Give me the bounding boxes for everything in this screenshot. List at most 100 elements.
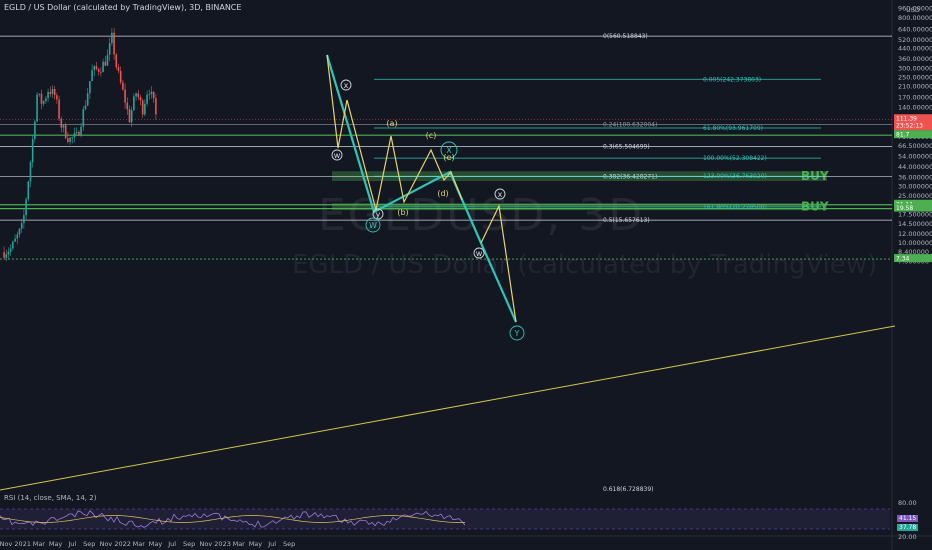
y-tick-label-14: 66.500000 bbox=[898, 142, 932, 150]
candle-body bbox=[117, 67, 120, 72]
candle-body bbox=[80, 126, 82, 136]
x-tick-label-3: May bbox=[49, 540, 63, 548]
rsi-scale-high: 80.00 bbox=[898, 499, 917, 507]
candle-body bbox=[45, 98, 47, 102]
y-tick-label-0: 960.000000 bbox=[898, 4, 932, 12]
x-tick-label-12: Nov bbox=[200, 540, 213, 548]
wave-label-10: x bbox=[498, 190, 503, 199]
price-tag-label-4: 7.34 bbox=[896, 256, 910, 263]
wave-label-circle-0 bbox=[340, 79, 352, 91]
y-tick-label-4: 440.000000 bbox=[898, 45, 932, 53]
y-tick-label-8: 210.000000 bbox=[898, 83, 932, 91]
wave-label-circle-12 bbox=[509, 325, 525, 341]
candle-body bbox=[49, 91, 52, 95]
candle-body bbox=[130, 110, 133, 123]
x-tick-label-8: Mar bbox=[133, 540, 146, 548]
candle-body bbox=[75, 131, 78, 134]
wave-label-circle-8 bbox=[372, 208, 384, 220]
candle-body bbox=[16, 234, 19, 239]
candle-body bbox=[73, 133, 76, 138]
wave-labels: x w (a) (c) X(e) (b) (d) yWx w Y bbox=[331, 79, 525, 341]
y-tick-label-21: 17.500000 bbox=[898, 210, 932, 218]
chart-title: EGLD / US Dollar (calculated by TradingV… bbox=[4, 3, 242, 12]
candle-body bbox=[124, 89, 126, 103]
y-tick-label-17: 36.000000 bbox=[898, 173, 932, 181]
x-tick-label-14: Mar bbox=[233, 540, 246, 548]
rsi-value-b: 37.78 bbox=[897, 524, 919, 531]
candle-body bbox=[95, 66, 98, 70]
candle-body bbox=[111, 32, 113, 44]
candle-body bbox=[42, 101, 45, 104]
price-tag-label-1: 81.7 bbox=[896, 132, 910, 139]
wave-label-8: y bbox=[376, 210, 381, 219]
candle-body bbox=[104, 61, 107, 66]
x-tick-label-1: 2021 bbox=[14, 540, 31, 548]
y-tick-label-2: 640.000000 bbox=[898, 25, 932, 33]
y-tick-label-18: 30.000000 bbox=[898, 183, 932, 191]
rsi-pane bbox=[0, 507, 890, 532]
rsi-scale-low: 20.00 bbox=[898, 533, 917, 541]
price-tag-4 bbox=[894, 254, 932, 263]
price-tag-label-0: 111.39 bbox=[896, 116, 917, 123]
x-tick-label-6: Nov bbox=[100, 540, 113, 548]
y-tick-label-15: 54.000000 bbox=[898, 152, 932, 160]
fib-label-5: 100.00%(52.308422) bbox=[703, 155, 767, 162]
wave-label-circle-10 bbox=[494, 188, 506, 200]
x-tick-label-11: Sep bbox=[183, 540, 195, 548]
wave-label-7: (d) bbox=[437, 189, 448, 198]
candle-body bbox=[56, 95, 58, 100]
candle-body bbox=[12, 241, 14, 249]
y-tick-label-6: 300.000000 bbox=[898, 64, 932, 72]
candle-body bbox=[69, 137, 71, 142]
wave-label-2: (a) bbox=[386, 119, 397, 128]
candle-body bbox=[155, 98, 157, 115]
wave-label-circle-4 bbox=[440, 141, 458, 159]
wave-label-9: W bbox=[369, 221, 377, 230]
candle-body bbox=[14, 238, 16, 242]
wave-label-5: (e) bbox=[443, 153, 454, 162]
fib-label-2: 0.24(100.632004) bbox=[603, 121, 657, 128]
candle-body bbox=[82, 109, 85, 127]
wave-label-circle-1 bbox=[331, 149, 343, 161]
y-tick-label-5: 360.000000 bbox=[898, 55, 932, 63]
candle-body bbox=[84, 105, 87, 110]
candle-body bbox=[137, 93, 140, 97]
x-tick-label-0: Nov bbox=[0, 540, 12, 548]
y-tick-label-7: 250.000000 bbox=[898, 74, 932, 82]
watermark-description: EGLD / US Dollar (calculated by TradingV… bbox=[292, 250, 878, 280]
candle-body bbox=[67, 138, 69, 142]
price-tag-label-3: 19.58 bbox=[896, 205, 913, 212]
elliott-waves bbox=[325, 54, 518, 323]
wave-label-6: (b) bbox=[397, 208, 408, 217]
candle-body bbox=[51, 89, 54, 95]
candles bbox=[3, 28, 157, 262]
candle-body bbox=[152, 91, 155, 99]
wave-label-1: w bbox=[334, 151, 341, 160]
candle-body bbox=[128, 109, 131, 123]
time-axis: Nov 2021 Mar May Jul Sep Nov 2022 Mar May Jul Sep No… bbox=[0, 535, 932, 548]
candle-body bbox=[25, 199, 27, 216]
candle-body bbox=[122, 82, 124, 90]
fib-label-7: 123.00%(36.763020) bbox=[703, 173, 767, 180]
candle-body bbox=[150, 91, 153, 95]
candle-body bbox=[135, 93, 137, 97]
fib-label-6: 0.382(36.428271) bbox=[603, 174, 657, 181]
candle-body bbox=[106, 54, 109, 66]
candle-body bbox=[91, 70, 93, 82]
candle-body bbox=[89, 81, 91, 94]
wave-label-circle-11 bbox=[473, 247, 485, 259]
fib-label-1: 0.005(242.373803) bbox=[703, 76, 761, 83]
candle-body bbox=[139, 96, 142, 101]
candle-body bbox=[148, 94, 151, 96]
candle-body bbox=[71, 137, 74, 139]
price-tag-sub-0: 23:52:13 bbox=[896, 123, 923, 130]
x-tick-label-17: Sep bbox=[283, 540, 295, 548]
candle-body bbox=[38, 93, 41, 95]
candle-body bbox=[58, 99, 60, 119]
wave-label-4: X bbox=[446, 146, 452, 155]
candle-body bbox=[47, 91, 49, 99]
y-tick-label-24: 10.000000 bbox=[898, 239, 932, 247]
candle-body bbox=[64, 125, 67, 139]
candle-body bbox=[86, 93, 89, 106]
